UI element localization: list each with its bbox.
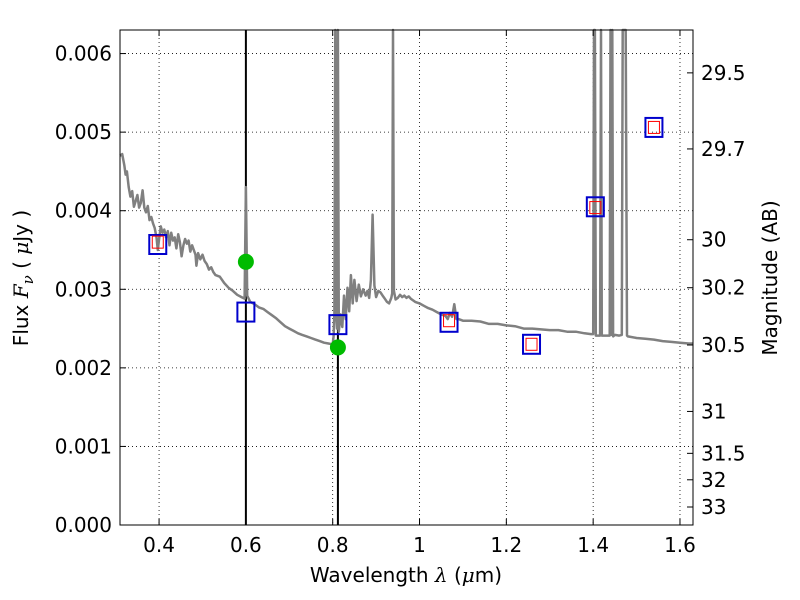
observed-photometry-marker — [148, 234, 168, 255]
sed-series — [119, 28, 693, 346]
magnitude-tick-label: 30.5 — [701, 333, 746, 357]
x-tick-label: 0.8 — [317, 533, 349, 557]
y-tick-label: 0.000 — [55, 513, 112, 537]
magnitude-tick-label: 31.5 — [701, 441, 746, 465]
magnitude-tick-label: 30.2 — [701, 276, 746, 300]
x-tick-label: 0.4 — [143, 533, 175, 557]
magnitude-tick-label: 30 — [701, 228, 726, 252]
model-photometry-marker — [443, 314, 456, 328]
vertical-lines — [244, 30, 339, 525]
observed-photometry-marker — [644, 116, 664, 138]
x-tick-label: 1 — [413, 533, 426, 557]
y-axis-ticks: 0.000 0.001 0.002 0.003 0.004 0.005 0.006 — [55, 42, 126, 537]
model-photometry-marker — [151, 235, 164, 249]
magnitude-tick-label: 32 — [701, 468, 726, 492]
x-tick-label: 1.2 — [490, 533, 522, 557]
y-tick-label: 0.004 — [55, 199, 112, 223]
observed-photometry-marker — [522, 333, 542, 355]
y-tick-label: 0.003 — [55, 277, 112, 301]
plot-frame — [119, 29, 694, 526]
magnitude-tick-label: 29.7 — [701, 137, 746, 161]
y-tick-label: 0.005 — [55, 120, 112, 144]
sed-curve — [119, 28, 693, 346]
observed-photometry-marker — [439, 311, 459, 333]
model-photometry-marker — [525, 337, 538, 351]
observed-photometry-marker — [328, 314, 348, 336]
magnitude-axis-title: Magnitude (AB) — [758, 200, 782, 355]
model-photometry-marker — [647, 120, 660, 134]
y-tick-label: 0.001 — [55, 434, 112, 458]
x-axis-title: Wavelength λ (μm) — [310, 563, 502, 587]
y-tick-label: 0.006 — [55, 42, 112, 66]
observed-photometry-marker — [585, 196, 605, 218]
x-axis-ticks: 0.4 0.6 0.8 1 1.2 1.4 1.6 — [143, 30, 696, 557]
x-tick-label: 1.6 — [664, 533, 696, 557]
green-point-marker — [329, 339, 346, 356]
model-photometry-marker — [589, 201, 602, 215]
markers — [148, 116, 664, 356]
magnitude-tick-label: 29.5 — [701, 61, 746, 85]
x-tick-label: 1.4 — [577, 533, 609, 557]
magnitude-tick-label: 33 — [701, 495, 726, 519]
y-axis-title: Flux Fν ( μJy ) — [9, 210, 37, 346]
grid — [120, 30, 693, 526]
y-tick-label: 0.002 — [55, 356, 112, 380]
magnitude-axis-ticks: 29.5 29.7 30 30.2 30.5 31 31.5 32 33 — [687, 61, 746, 519]
green-point-marker — [237, 253, 254, 270]
x-tick-label: 0.6 — [230, 533, 262, 557]
observed-photometry-marker — [236, 301, 256, 323]
magnitude-tick-label: 31 — [701, 399, 726, 423]
